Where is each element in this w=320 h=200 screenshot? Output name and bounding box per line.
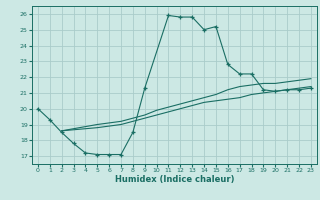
X-axis label: Humidex (Indice chaleur): Humidex (Indice chaleur) (115, 175, 234, 184)
